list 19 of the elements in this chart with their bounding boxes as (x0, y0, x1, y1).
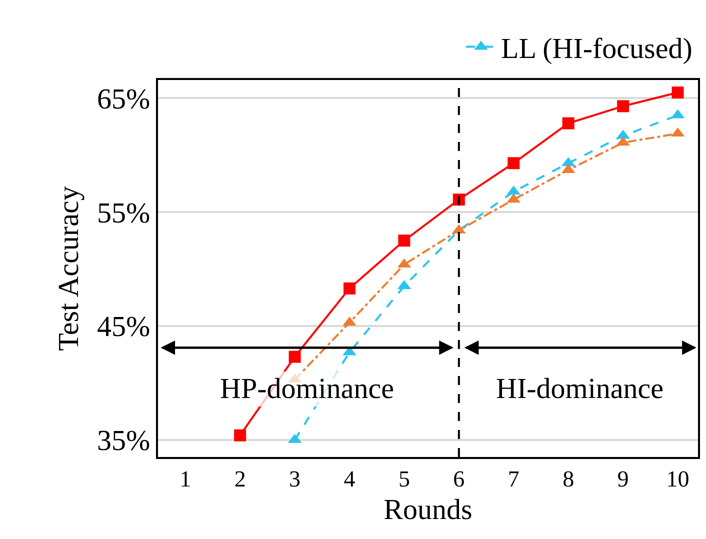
x-tick-label: 10 (666, 466, 690, 492)
x-tick-label: 2 (234, 466, 246, 492)
x-tick-label: 8 (562, 466, 574, 492)
x-tick-label: 1 (180, 466, 192, 492)
y-tick-label: 45% (97, 311, 150, 344)
x-tick-label: 7 (508, 466, 520, 492)
annotation: HP-dominance (220, 373, 394, 405)
y-tick-label: 55% (97, 197, 150, 230)
x-tick-label: 4 (344, 466, 356, 492)
x-tick-label: 5 (398, 466, 410, 492)
y-tick-label: 65% (97, 83, 150, 116)
x-tick-label: 3 (289, 466, 301, 492)
y-axis-title: Test Accuracy (52, 186, 85, 351)
x-axis-title: Rounds (384, 494, 472, 526)
legend-label: LL (HI-focused) (501, 33, 692, 66)
y-tick-label: 35% (97, 425, 150, 458)
x-tick-label: 6 (453, 466, 465, 492)
annotation: HI-dominance (496, 373, 664, 405)
x-tick-label: 9 (617, 466, 629, 492)
